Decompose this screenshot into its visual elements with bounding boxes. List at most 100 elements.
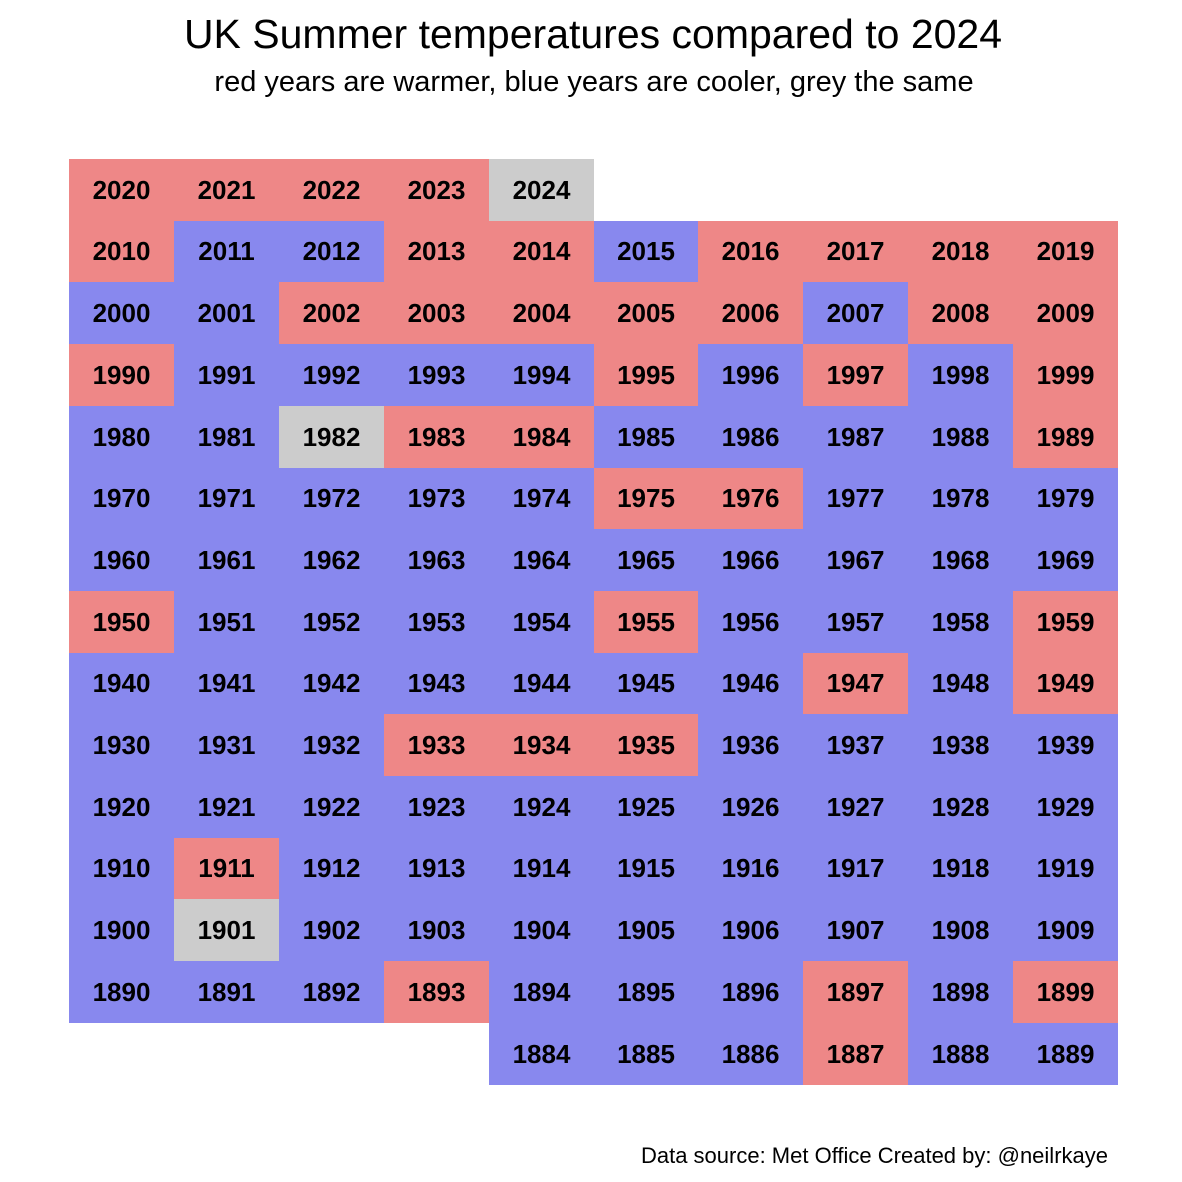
year-cell-1900: 1900	[69, 899, 174, 961]
year-cell-1973: 1973	[384, 468, 489, 529]
year-cell-1910: 1910	[69, 838, 174, 899]
year-cell-1977: 1977	[803, 468, 908, 529]
year-cell-2010: 2010	[69, 221, 174, 282]
year-cell-1986: 1986	[698, 406, 803, 468]
year-cell-1927: 1927	[803, 776, 908, 838]
year-cell-2007: 2007	[803, 282, 908, 344]
year-cell-1909: 1909	[1013, 899, 1118, 961]
year-cell-1959: 1959	[1013, 591, 1118, 653]
year-cell-1978: 1978	[908, 468, 1013, 529]
year-cell-1915: 1915	[594, 838, 698, 899]
year-cell-1931: 1931	[174, 714, 279, 776]
year-cell-1911: 1911	[174, 838, 279, 899]
year-cell-2024: 2024	[489, 159, 594, 221]
year-cell-1965: 1965	[594, 529, 698, 591]
year-cell-1963: 1963	[384, 529, 489, 591]
year-cell-1979: 1979	[1013, 468, 1118, 529]
year-cell-1933: 1933	[384, 714, 489, 776]
year-cell-1967: 1967	[803, 529, 908, 591]
year-cell-1958: 1958	[908, 591, 1013, 653]
year-cell-1897: 1897	[803, 961, 908, 1023]
year-cell-1995: 1995	[594, 344, 698, 406]
year-cell-1950: 1950	[69, 591, 174, 653]
year-cell-1962: 1962	[279, 529, 384, 591]
year-cell-1997: 1997	[803, 344, 908, 406]
year-cell-2016: 2016	[698, 221, 803, 282]
year-cell-1941: 1941	[174, 653, 279, 714]
year-cell-1957: 1957	[803, 591, 908, 653]
source-credit: Data source: Met Office Created by: @nei…	[640, 1143, 1108, 1168]
year-cell-1898: 1898	[908, 961, 1013, 1023]
year-cell-1999: 1999	[1013, 344, 1118, 406]
year-cell-1998: 1998	[908, 344, 1013, 406]
year-cell-1993: 1993	[384, 344, 489, 406]
year-cell-2000: 2000	[69, 282, 174, 344]
year-cell-1928: 1928	[908, 776, 1013, 838]
year-cell-1923: 1923	[384, 776, 489, 838]
year-cell-1956: 1956	[698, 591, 803, 653]
year-cell-1921: 1921	[174, 776, 279, 838]
year-cell-2011: 2011	[174, 221, 279, 282]
year-cell-2005: 2005	[594, 282, 698, 344]
year-cell-2014: 2014	[489, 221, 594, 282]
year-cell-1908: 1908	[908, 899, 1013, 961]
year-cell-1922: 1922	[279, 776, 384, 838]
year-cell-1886: 1886	[698, 1023, 803, 1085]
year-cell-1988: 1988	[908, 406, 1013, 468]
year-cell-2008: 2008	[908, 282, 1013, 344]
year-cell-2003: 2003	[384, 282, 489, 344]
year-cell-1899: 1899	[1013, 961, 1118, 1023]
year-cell-1901: 1901	[174, 899, 279, 961]
year-cell-1966: 1966	[698, 529, 803, 591]
year-cell-1940: 1940	[69, 653, 174, 714]
year-cell-1949: 1949	[1013, 653, 1118, 714]
year-cell-1889: 1889	[1013, 1023, 1118, 1085]
year-cell-1980: 1980	[69, 406, 174, 468]
year-cell-1945: 1945	[594, 653, 698, 714]
year-cell-1894: 1894	[489, 961, 594, 1023]
year-cell-1969: 1969	[1013, 529, 1118, 591]
year-cell-1943: 1943	[384, 653, 489, 714]
year-cell-1917: 1917	[803, 838, 908, 899]
year-cell-1981: 1981	[174, 406, 279, 468]
year-cell-1896: 1896	[698, 961, 803, 1023]
year-cell-1913: 1913	[384, 838, 489, 899]
year-cell-1906: 1906	[698, 899, 803, 961]
year-cell-1953: 1953	[384, 591, 489, 653]
year-cell-1946: 1946	[698, 653, 803, 714]
year-cell-1935: 1935	[594, 714, 698, 776]
year-cell-1924: 1924	[489, 776, 594, 838]
year-cell-1951: 1951	[174, 591, 279, 653]
year-cell-1985: 1985	[594, 406, 698, 468]
year-cell-1888: 1888	[908, 1023, 1013, 1085]
year-cell-1955: 1955	[594, 591, 698, 653]
year-cell-1976: 1976	[698, 468, 803, 529]
year-cell-1982: 1982	[279, 406, 384, 468]
year-cell-1932: 1932	[279, 714, 384, 776]
year-cell-1992: 1992	[279, 344, 384, 406]
year-cell-1916: 1916	[698, 838, 803, 899]
year-cell-1925: 1925	[594, 776, 698, 838]
year-cell-2022: 2022	[279, 159, 384, 221]
year-cell-1930: 1930	[69, 714, 174, 776]
year-cell-1952: 1952	[279, 591, 384, 653]
year-cell-1926: 1926	[698, 776, 803, 838]
year-cell-1885: 1885	[594, 1023, 698, 1085]
year-cell-1975: 1975	[594, 468, 698, 529]
year-cell-1984: 1984	[489, 406, 594, 468]
year-cell-1891: 1891	[174, 961, 279, 1023]
year-cell-2013: 2013	[384, 221, 489, 282]
year-cell-1947: 1947	[803, 653, 908, 714]
year-cell-1937: 1937	[803, 714, 908, 776]
year-cell-2019: 2019	[1013, 221, 1118, 282]
year-cell-1948: 1948	[908, 653, 1013, 714]
year-cell-2004: 2004	[489, 282, 594, 344]
year-cell-1938: 1938	[908, 714, 1013, 776]
year-cell-1887: 1887	[803, 1023, 908, 1085]
year-cell-1914: 1914	[489, 838, 594, 899]
year-cell-1907: 1907	[803, 899, 908, 961]
year-cell-1944: 1944	[489, 653, 594, 714]
chart-subtitle: red years are warmer, blue years are coo…	[214, 66, 974, 98]
year-cell-1892: 1892	[279, 961, 384, 1023]
